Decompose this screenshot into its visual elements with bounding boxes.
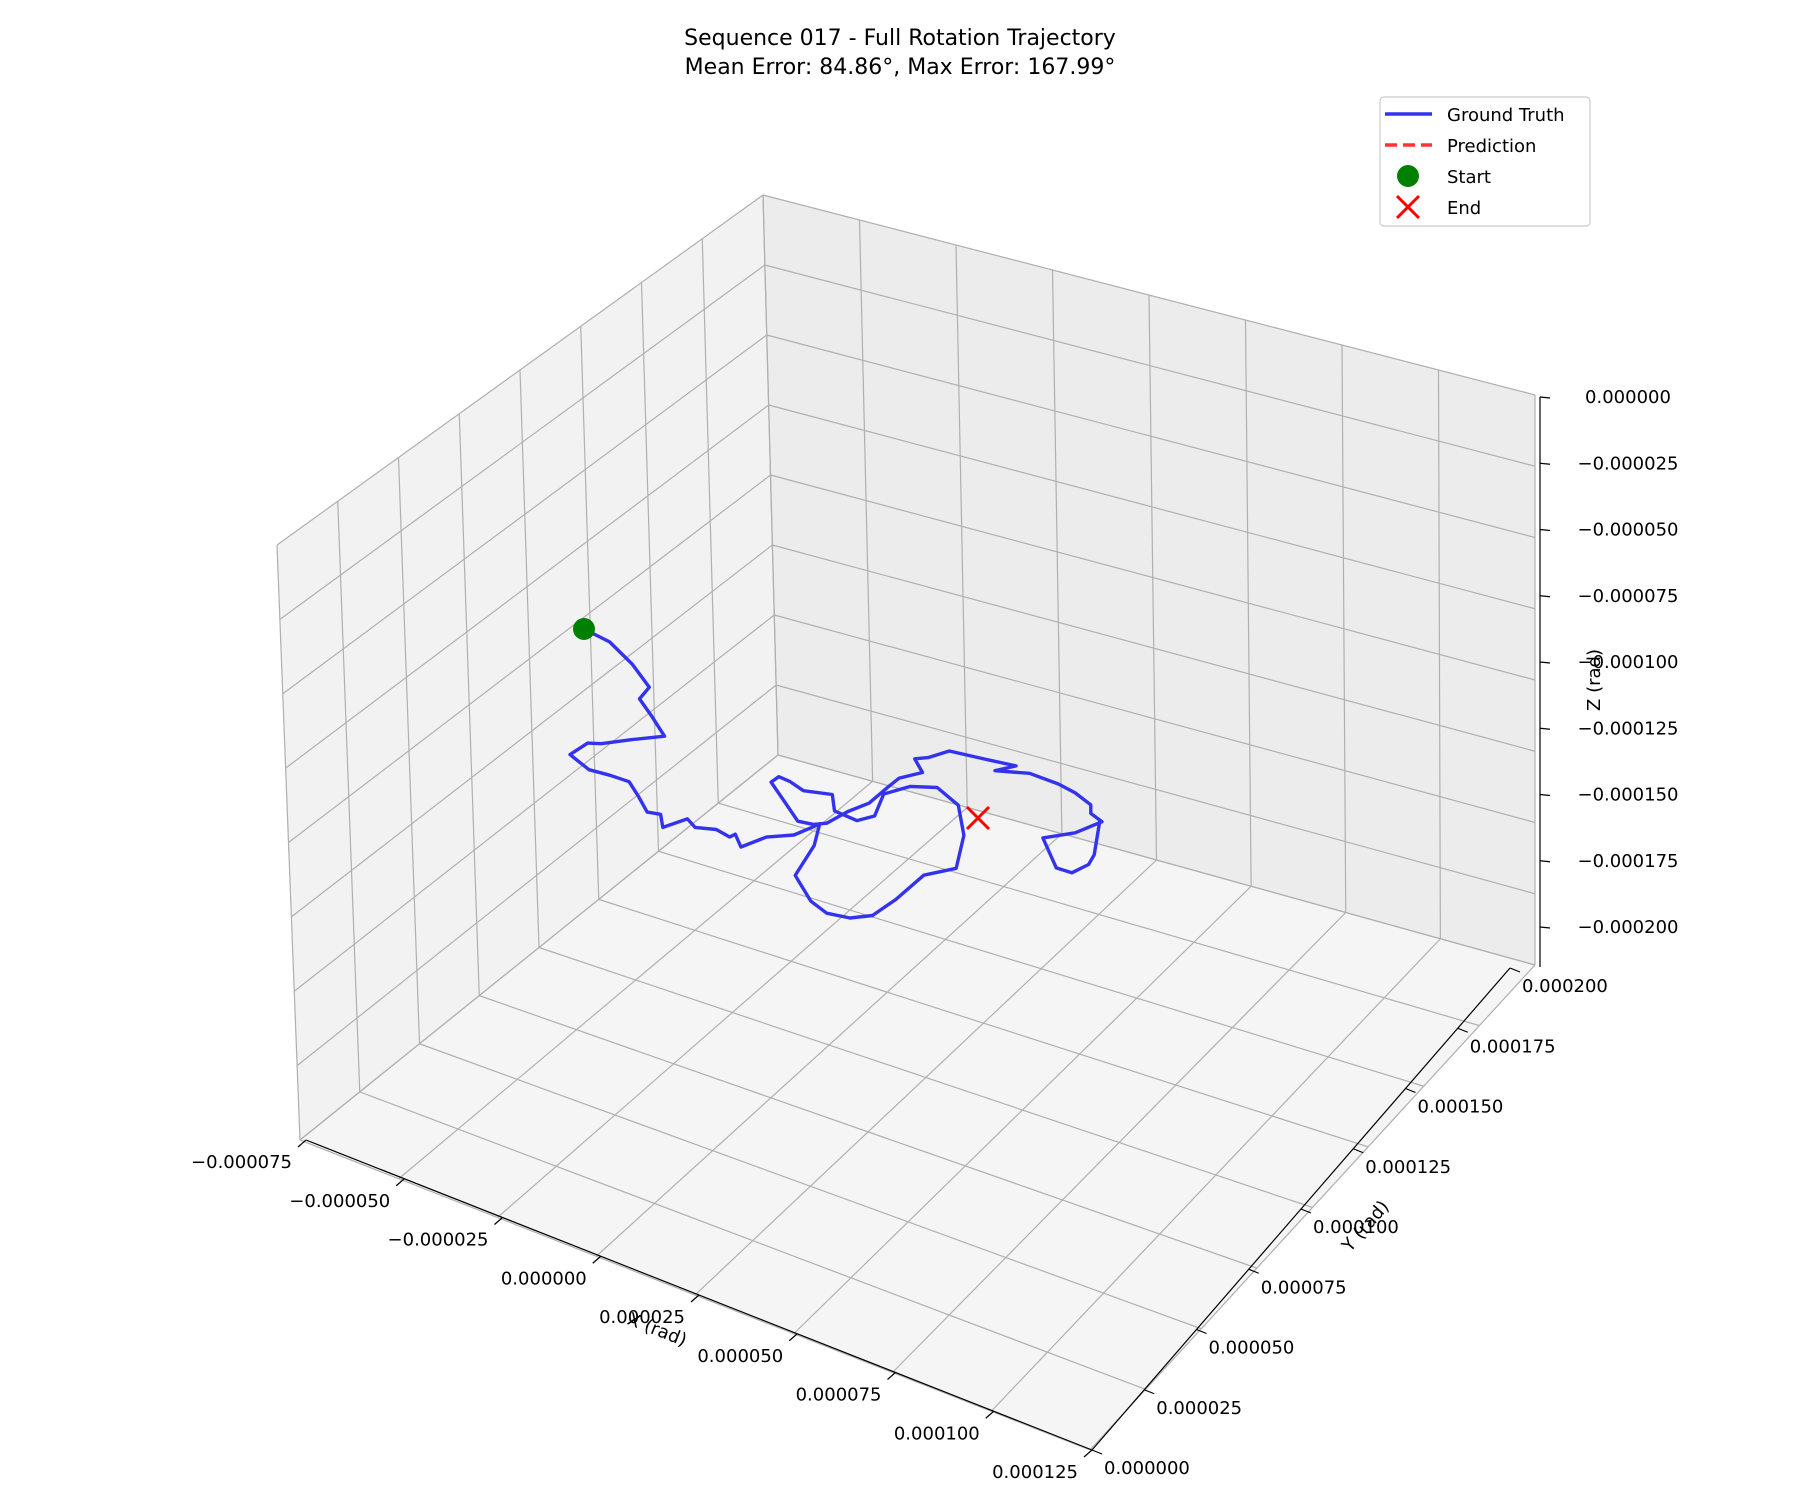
y-tick-mark — [1300, 1208, 1312, 1214]
wall-grid-line — [299, 754, 779, 1141]
y-tick-label: 0.000100 — [1313, 1217, 1399, 1238]
x-tick-mark — [592, 1255, 602, 1264]
y-tick-label: 0.000125 — [1365, 1157, 1451, 1178]
x-tick-label: 0.000125 — [992, 1462, 1078, 1483]
x-tick-label: −0.000075 — [191, 1152, 292, 1173]
x-tick-mark — [985, 1410, 995, 1419]
z-axis-label: Z (rad) — [1584, 649, 1605, 711]
legend-start-label: Start — [1447, 167, 1491, 188]
y-tick-mark — [1144, 1389, 1155, 1395]
x-tick-label: −0.000025 — [388, 1230, 489, 1251]
y-axis-line — [1091, 967, 1511, 1451]
x-axis-line — [305, 1139, 1093, 1451]
z-tick-label: −0.000175 — [1578, 851, 1679, 872]
z-tick-mark — [1539, 793, 1551, 797]
y-tick-mark — [1196, 1328, 1207, 1335]
y-tick-label: 0.000075 — [1261, 1277, 1347, 1298]
wall-grid-line — [580, 326, 600, 900]
legend-end-swatch — [1395, 194, 1421, 220]
z-tick-label: 0.000000 — [1585, 387, 1671, 408]
y-tick-label: 0.000200 — [1522, 976, 1608, 997]
x-tick-mark — [887, 1372, 896, 1380]
wall-grid-line — [1244, 319, 1252, 887]
legend-prediction-label: Prediction — [1447, 136, 1536, 157]
z-tick-mark — [1539, 860, 1551, 863]
x-tick-label: 0.000000 — [501, 1268, 587, 1289]
wall-grid-line — [701, 238, 719, 804]
wall-grid-line — [1148, 294, 1158, 861]
wall-grid-line — [640, 282, 660, 852]
y-tick-mark — [1457, 1027, 1468, 1033]
x-tick-mark — [494, 1217, 503, 1225]
legend: Ground Truth Prediction Start End — [1379, 96, 1591, 227]
grid-lines — [276, 194, 1536, 1451]
z-tick-label: −0.000050 — [1578, 520, 1679, 541]
x-tick-mark — [1083, 1449, 1093, 1458]
x-tick-label: 0.000025 — [599, 1307, 685, 1328]
wall-grid-line — [291, 544, 773, 918]
floor-grid-line — [793, 885, 1252, 1335]
x-tick-mark — [395, 1178, 405, 1187]
wall-grid-line — [519, 369, 540, 948]
legend-start-swatch — [1397, 165, 1419, 187]
x-tick-label: 0.000050 — [697, 1346, 783, 1367]
end-marker — [965, 805, 991, 831]
floor-grid-line — [718, 802, 1480, 1027]
z-tick-label: −0.000200 — [1578, 917, 1679, 938]
x-tick-mark — [788, 1333, 798, 1342]
y-tick-mark — [1353, 1148, 1364, 1154]
z-axis-ticks: 0.000000 −0.000025 −0.000050 −0.000075 −0.00… — [1539, 387, 1679, 938]
wall-grid-line — [777, 754, 1536, 966]
x-tick-mark — [297, 1139, 307, 1148]
legend-box — [1379, 96, 1591, 227]
y-tick-label: 0.000000 — [1104, 1458, 1190, 1479]
y-tick-mark — [1248, 1268, 1259, 1274]
z-tick-label: −0.000075 — [1578, 586, 1679, 607]
wall-grid-line — [293, 614, 775, 992]
x-tick-mark — [690, 1294, 700, 1303]
start-marker — [573, 618, 595, 640]
y-tick-mark — [1509, 967, 1521, 973]
z-tick-label: −0.000025 — [1578, 453, 1679, 474]
z-tick-mark — [1539, 661, 1551, 664]
floor-grid-line — [658, 850, 1424, 1087]
x-axis-ticks: −0.000075 −0.000050 −0.000025 0.000000 0.000… — [191, 1139, 1093, 1483]
floor-grid-line — [892, 912, 1347, 1373]
chart-subtitle: Mean Error: 84.86°, Max Error: 167.99° — [685, 55, 1116, 80]
z-tick-mark — [1539, 727, 1551, 730]
x-tick-label: 0.000075 — [796, 1385, 882, 1406]
ground-truth-line — [568, 627, 1104, 920]
z-tick-label: −0.000100 — [1578, 652, 1679, 673]
chart-title: Sequence 017 - Full Rotation Trajectory — [684, 26, 1116, 51]
legend-ground-truth-label: Ground Truth — [1447, 105, 1565, 126]
floor-grid-line — [990, 938, 1441, 1412]
legend-end-label: End — [1447, 198, 1481, 219]
y-tick-mark — [1091, 1449, 1103, 1455]
y-tick-label: 0.000175 — [1470, 1036, 1556, 1057]
z-tick-mark — [1539, 595, 1551, 598]
y-tick-mark — [1405, 1087, 1416, 1094]
y-tick-label: 0.000050 — [1209, 1338, 1295, 1359]
wall-grid-line — [775, 684, 1536, 895]
z-tick-label: −0.000150 — [1578, 785, 1679, 806]
floor-grid-line — [598, 898, 1369, 1148]
y-axis-ticks: 0.000000 0.000025 0.000050 0.000075 0.000100… — [1091, 967, 1608, 1479]
floor-grid-line — [538, 946, 1313, 1209]
floor-grid-line — [1089, 964, 1536, 1451]
wall-grid-line — [1437, 369, 1441, 939]
y-tick-label: 0.000025 — [1156, 1398, 1242, 1419]
z-tick-mark — [1539, 396, 1551, 399]
wall-grid-line — [774, 614, 1536, 824]
wall-grid-line — [296, 684, 777, 1067]
z-tick-label: −0.000125 — [1578, 718, 1679, 739]
z-tick-mark — [1539, 462, 1551, 465]
x-tick-label: 0.000100 — [894, 1423, 980, 1444]
y-tick-label: 0.000150 — [1418, 1097, 1504, 1118]
wall-grid-line — [772, 544, 1536, 752]
z-tick-mark — [1539, 528, 1551, 532]
wall-grid-line — [1341, 344, 1347, 913]
x-tick-label: −0.000050 — [289, 1191, 390, 1212]
z-tick-mark — [1539, 926, 1551, 929]
